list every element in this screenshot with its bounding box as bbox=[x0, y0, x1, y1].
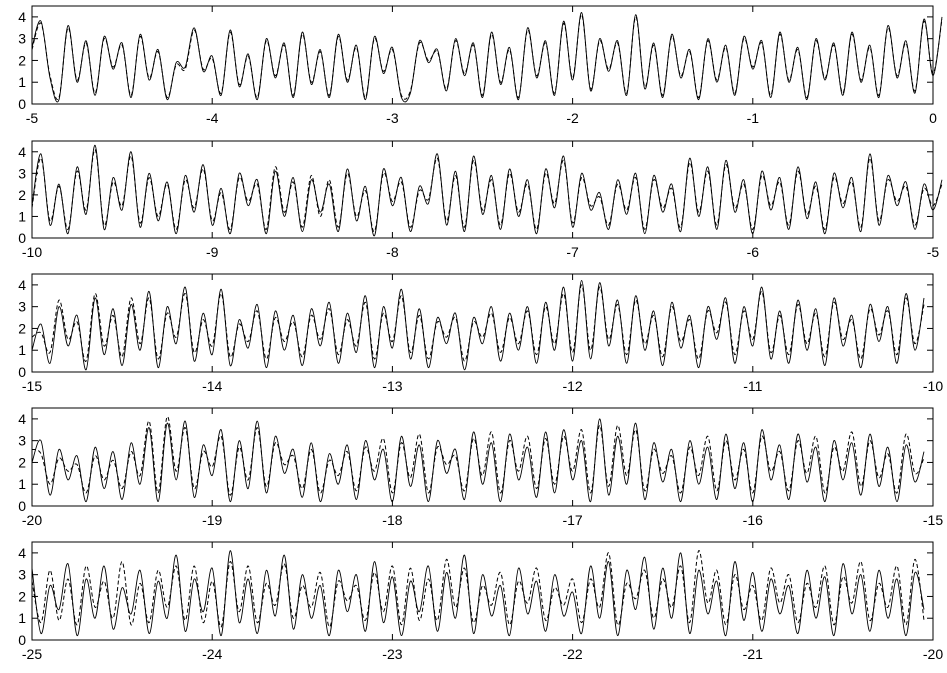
x-tick-label: -15 bbox=[923, 512, 943, 528]
y-tick-label: 2 bbox=[18, 588, 26, 604]
x-tick-label: -18 bbox=[382, 512, 402, 528]
y-tick-label: 0 bbox=[18, 96, 26, 112]
x-tick-label: -9 bbox=[206, 244, 219, 260]
series-line-dashed bbox=[31, 149, 943, 233]
y-tick-label: 4 bbox=[18, 144, 26, 160]
y-tick-label: 2 bbox=[18, 52, 26, 68]
y-tick-label: 1 bbox=[18, 208, 26, 224]
x-tick-label: -21 bbox=[743, 646, 763, 662]
series-line-solid bbox=[31, 280, 925, 371]
y-tick-label: 0 bbox=[18, 364, 26, 380]
x-tick-label: -15 bbox=[22, 378, 42, 394]
chart-panel-2: 0 1 2 3 4 -10 -9 -8 -7 -6 -5 bbox=[18, 140, 943, 260]
x-tick-label: 0 bbox=[929, 110, 937, 126]
x-tick-label: -24 bbox=[202, 646, 222, 662]
y-tick-label: 1 bbox=[18, 610, 26, 626]
x-tick-label: -14 bbox=[202, 378, 222, 394]
x-tick-label: -2 bbox=[566, 110, 579, 126]
y-tick-label: 2 bbox=[18, 320, 26, 336]
x-tick-label: -19 bbox=[202, 512, 222, 528]
x-tick-label: -16 bbox=[743, 512, 763, 528]
series-line-dashed bbox=[31, 416, 925, 496]
y-tick-label: 2 bbox=[18, 454, 26, 470]
x-tick-label: -6 bbox=[747, 244, 760, 260]
x-tick-label: -1 bbox=[747, 110, 760, 126]
y-tick-label: 3 bbox=[18, 31, 26, 47]
series-line-dashed bbox=[31, 14, 943, 100]
plot-frame bbox=[31, 541, 934, 641]
x-tick-label: -13 bbox=[382, 378, 402, 394]
x-tick-label: -22 bbox=[562, 646, 582, 662]
x-tick-label: -20 bbox=[923, 646, 943, 662]
y-tick-label: 3 bbox=[18, 299, 26, 315]
x-tick-label: -23 bbox=[382, 646, 402, 662]
x-tick-label: -10 bbox=[923, 378, 943, 394]
plot-frame bbox=[31, 407, 934, 507]
chart-panel-1: 0 1 2 3 4 -5 -4 -3 -2 -1 0 bbox=[18, 5, 943, 126]
x-tick-label: -5 bbox=[927, 244, 940, 260]
x-tick-label: -17 bbox=[562, 512, 582, 528]
x-tick-label: -3 bbox=[386, 110, 399, 126]
x-tick-label: -11 bbox=[743, 378, 762, 394]
series-line-solid bbox=[31, 12, 943, 103]
y-tick-label: 4 bbox=[18, 277, 26, 293]
y-tick-label: 1 bbox=[18, 476, 26, 492]
y-tick-label: 4 bbox=[18, 9, 26, 25]
y-tick-label: 3 bbox=[18, 433, 26, 449]
chart-panel-4: 0 1 2 3 4 -20 -19 -18 -17 -16 -15 bbox=[18, 407, 943, 528]
chart-panel-3: 0 1 2 3 4 -15 -14 -13 -12 -11 -10 bbox=[18, 273, 943, 394]
y-tick-label: 4 bbox=[18, 545, 26, 561]
plot-frame bbox=[31, 140, 934, 239]
x-tick-label: -20 bbox=[22, 512, 42, 528]
y-tick-label: 1 bbox=[18, 74, 26, 90]
x-tick-label: -10 bbox=[22, 244, 42, 260]
series-line-dashed bbox=[31, 550, 925, 628]
x-tick-label: -4 bbox=[206, 110, 219, 126]
series-line-solid bbox=[31, 550, 925, 637]
y-tick-label: 3 bbox=[18, 567, 26, 583]
chart-panel-5: 0 1 2 3 4 -25 -24 -23 -22 -21 -20 bbox=[18, 541, 943, 662]
x-tick-label: -12 bbox=[562, 378, 582, 394]
y-tick-label: 0 bbox=[18, 498, 26, 514]
series-line-solid bbox=[31, 144, 943, 237]
y-tick-label: 0 bbox=[18, 230, 26, 246]
series-line-solid bbox=[31, 418, 925, 503]
x-tick-label: -25 bbox=[22, 646, 42, 662]
x-tick-label: -8 bbox=[386, 244, 399, 260]
plot-frame bbox=[31, 273, 934, 373]
y-tick-label: 4 bbox=[18, 411, 26, 427]
y-tick-label: 0 bbox=[18, 632, 26, 648]
y-tick-label: 3 bbox=[18, 165, 26, 181]
series-line-dashed bbox=[31, 284, 925, 362]
x-tick-label: -5 bbox=[26, 110, 39, 126]
plot-frame bbox=[31, 5, 934, 105]
y-tick-label: 2 bbox=[18, 187, 26, 203]
x-tick-label: -7 bbox=[566, 244, 579, 260]
y-tick-label: 1 bbox=[18, 342, 26, 358]
